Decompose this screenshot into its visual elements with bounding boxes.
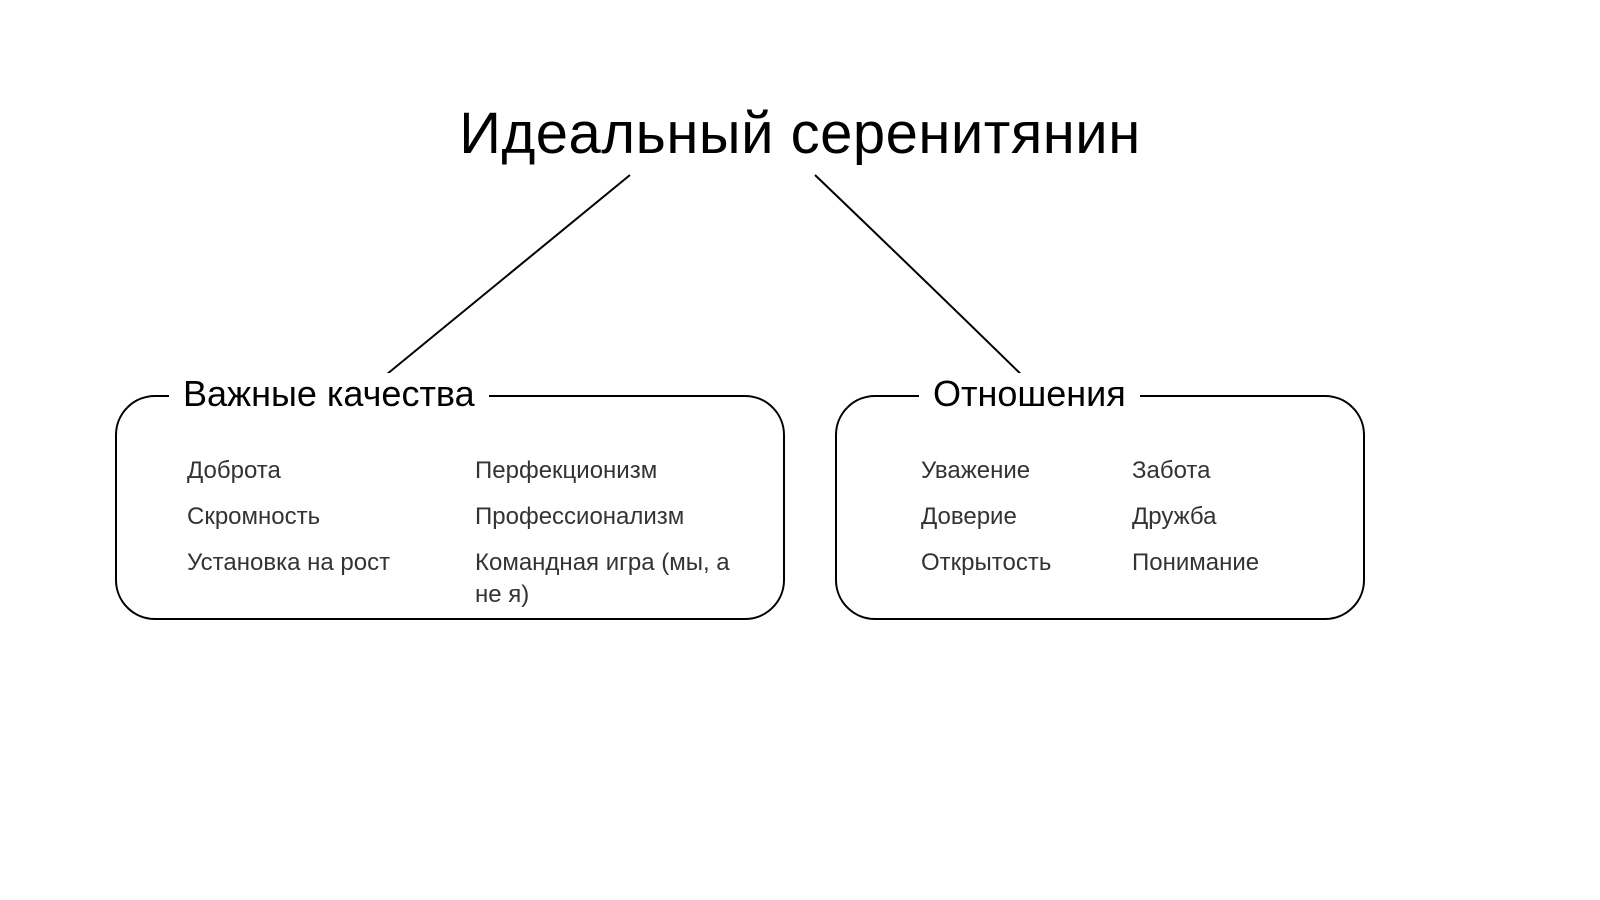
quality-item: Профессионализм (475, 501, 753, 532)
quality-item: Установка на рост (187, 547, 465, 609)
quality-item: Доброта (187, 455, 465, 486)
box-qualities: Важные качества Доброта Перфекционизм Ск… (115, 395, 785, 620)
box-qualities-title: Важные качества (169, 373, 489, 415)
relation-item: Открытость (921, 547, 1122, 578)
quality-item: Скромность (187, 501, 465, 532)
quality-item: Командная игра (мы, а не я) (475, 547, 753, 609)
connector-left (370, 175, 630, 388)
relation-item: Понимание (1132, 547, 1333, 578)
relation-item: Дружба (1132, 501, 1333, 532)
box-relations-content: Уважение Забота Доверие Дружба Открытост… (921, 455, 1333, 579)
quality-item: Перфекционизм (475, 455, 753, 486)
box-qualities-content: Доброта Перфекционизм Скромность Професс… (187, 455, 753, 610)
diagram-title: Идеальный серенитянин (459, 100, 1140, 167)
relation-item: Забота (1132, 455, 1333, 486)
box-relations: Отношения Уважение Забота Доверие Дружба… (835, 395, 1365, 620)
relation-item: Уважение (921, 455, 1122, 486)
box-relations-title: Отношения (919, 373, 1140, 415)
connector-right (815, 175, 1035, 388)
relation-item: Доверие (921, 501, 1122, 532)
